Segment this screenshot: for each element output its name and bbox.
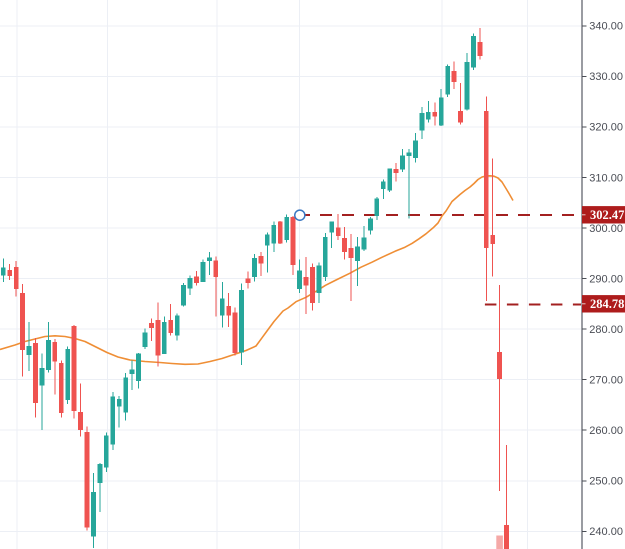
svg-text:270.00: 270.00 [589,375,623,387]
svg-text:290.00: 290.00 [589,273,623,285]
svg-text:330.00: 330.00 [589,71,623,83]
svg-text:300.00: 300.00 [589,223,623,235]
svg-text:320.00: 320.00 [589,122,623,134]
svg-text:260.00: 260.00 [589,425,623,437]
svg-text:284.78: 284.78 [590,297,624,311]
svg-text:250.00: 250.00 [589,476,623,488]
svg-text:340.00: 340.00 [589,21,623,33]
svg-text:310.00: 310.00 [589,172,623,184]
svg-text:280.00: 280.00 [589,324,623,336]
svg-text:302.47: 302.47 [590,208,624,222]
svg-text:240.00: 240.00 [589,526,623,538]
